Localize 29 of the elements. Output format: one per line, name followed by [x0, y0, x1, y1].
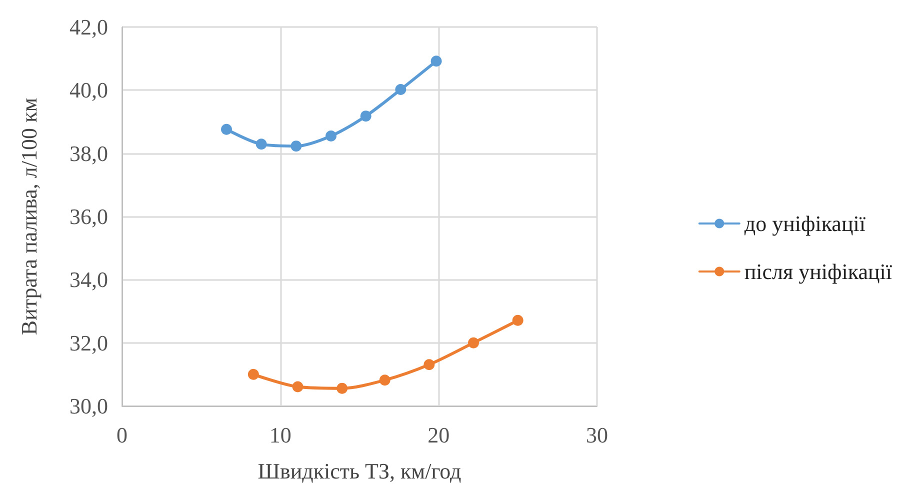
y-tick-label: 40,0: [70, 78, 108, 103]
point: [430, 56, 442, 67]
x-axis-title: Швидкість ТЗ, км/год: [258, 458, 462, 484]
legend-label: після уніфікації: [744, 259, 893, 284]
x-tick-label: 20: [428, 422, 450, 448]
point: [360, 110, 372, 122]
y-tick-label: 38,0: [70, 140, 108, 166]
y-tick-label: 30,0: [70, 394, 108, 418]
point: [248, 368, 259, 380]
point: [290, 140, 302, 152]
y-tick-label: 36,0: [70, 204, 108, 229]
y-tick-label: 42,0: [70, 14, 108, 40]
y-tick-label: 34,0: [70, 267, 108, 292]
y-tick-label: 32,0: [70, 330, 108, 356]
point: [256, 138, 267, 150]
point: [336, 382, 348, 394]
point: [221, 124, 232, 135]
legend-label: до уніфікації: [744, 211, 866, 236]
point: [512, 314, 524, 326]
point: [379, 374, 390, 386]
x-tick-label: 0: [116, 422, 128, 448]
point: [292, 381, 304, 392]
point: [326, 130, 336, 142]
point: [468, 337, 479, 348]
point: [395, 84, 406, 96]
y-axis-title: Витрата палива, л/100 км: [16, 98, 42, 336]
x-tick-label: 10: [269, 422, 292, 448]
x-tick-label: 30: [586, 422, 608, 448]
point: [424, 359, 435, 370]
